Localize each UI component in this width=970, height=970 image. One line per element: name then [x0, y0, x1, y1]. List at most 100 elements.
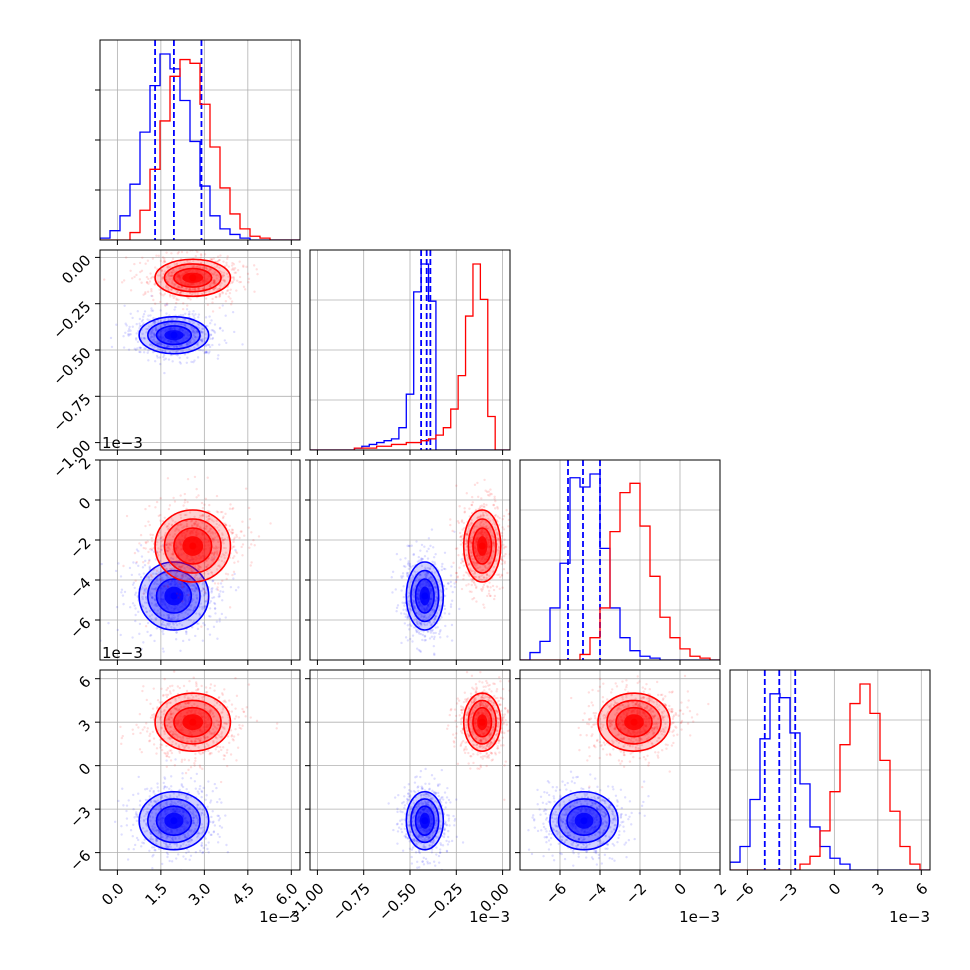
- sample-point: [493, 542, 496, 545]
- sample-point: [220, 271, 223, 274]
- sample-point: [244, 487, 248, 490]
- sample-point: [207, 572, 210, 575]
- sample-point: [179, 246, 181, 248]
- sample-point: [491, 543, 495, 546]
- sample-point: [200, 605, 204, 609]
- sample-point: [400, 612, 403, 615]
- sample-point: [182, 705, 186, 709]
- sample-point: [401, 601, 404, 604]
- sample-point: [177, 596, 180, 599]
- sample-point: [199, 827, 203, 830]
- sample-point: [192, 333, 195, 337]
- sample-point: [169, 618, 173, 621]
- sample-point: [161, 349, 164, 352]
- sample-point: [496, 507, 500, 510]
- sample-point: [455, 571, 459, 575]
- sample-point: [159, 513, 162, 517]
- sample-point: [132, 581, 136, 584]
- sample-point: [203, 735, 207, 739]
- sample-point: [206, 598, 210, 601]
- sample-point: [183, 566, 186, 570]
- sample-point: [120, 281, 124, 284]
- sample-point: [211, 530, 214, 534]
- sample-point: [229, 288, 232, 291]
- sample-point: [202, 327, 205, 330]
- sample-point: [179, 322, 182, 325]
- sample-point: [432, 556, 436, 559]
- sample-point: [215, 550, 219, 553]
- sample-point: [459, 535, 462, 539]
- sample-point: [203, 503, 206, 506]
- panel-frame: [519, 459, 721, 661]
- sample-point: [213, 782, 217, 786]
- sample-point: [162, 713, 166, 716]
- sample-point: [220, 748, 223, 752]
- sample-point: [159, 559, 162, 563]
- sample-point: [463, 527, 466, 530]
- sample-point: [417, 631, 421, 634]
- sample-point: [194, 313, 197, 316]
- sample-point: [449, 580, 453, 584]
- sample-point: [212, 279, 216, 282]
- sample-point: [484, 564, 487, 567]
- sample-point: [423, 634, 427, 638]
- sample-point: [186, 832, 189, 835]
- sample-point: [210, 537, 214, 540]
- sample-point: [461, 537, 464, 541]
- sample-point: [208, 633, 212, 636]
- sample-point: [224, 546, 227, 550]
- sample-point: [454, 580, 458, 584]
- histogram-series-1: [310, 263, 510, 450]
- sample-point: [188, 341, 191, 344]
- sample-point: [219, 745, 222, 749]
- sample-point: [173, 562, 176, 565]
- sample-point: [469, 549, 472, 552]
- sample-point: [184, 701, 187, 704]
- sample-point: [149, 832, 153, 836]
- sample-point: [496, 573, 499, 577]
- sample-point: [137, 550, 140, 553]
- sample-point: [152, 829, 156, 832]
- sample-point: [121, 594, 125, 597]
- sample-point: [158, 831, 162, 834]
- sample-point: [492, 542, 495, 545]
- sample-point: [431, 628, 435, 631]
- sample-point: [168, 567, 172, 571]
- sample-point: [464, 542, 467, 546]
- sample-point: [190, 524, 194, 527]
- sample-point: [218, 293, 221, 296]
- sample-point: [165, 759, 168, 762]
- sample-point: [213, 607, 217, 610]
- sample-point: [473, 581, 476, 585]
- sample-point: [133, 586, 136, 590]
- sample-point: [196, 523, 199, 527]
- sample-point: [215, 620, 219, 623]
- sample-point: [208, 269, 211, 272]
- sample-point: [200, 501, 204, 505]
- sample-point: [486, 573, 489, 577]
- sample-point: [446, 582, 450, 585]
- panel-plot-area: [100, 246, 300, 450]
- sample-point: [223, 339, 227, 342]
- sample-point: [144, 507, 147, 511]
- sample-point: [493, 544, 496, 547]
- sample-point: [174, 802, 177, 805]
- sample-point: [511, 539, 513, 541]
- sample-point: [416, 560, 420, 563]
- sample-point: [199, 348, 203, 352]
- sample-point: [191, 593, 194, 596]
- sample-point: [408, 599, 411, 603]
- sample-point: [163, 785, 167, 788]
- sample-point: [482, 576, 486, 579]
- sample-point: [216, 637, 219, 640]
- sample-point: [149, 272, 152, 275]
- sample-point: [153, 321, 156, 324]
- sample-point: [221, 510, 224, 514]
- sample-point: [235, 279, 239, 282]
- sample-point: [141, 256, 144, 259]
- sample-point: [412, 619, 416, 622]
- sample-point: [225, 272, 229, 276]
- sample-point: [164, 357, 168, 360]
- sample-point: [405, 573, 409, 576]
